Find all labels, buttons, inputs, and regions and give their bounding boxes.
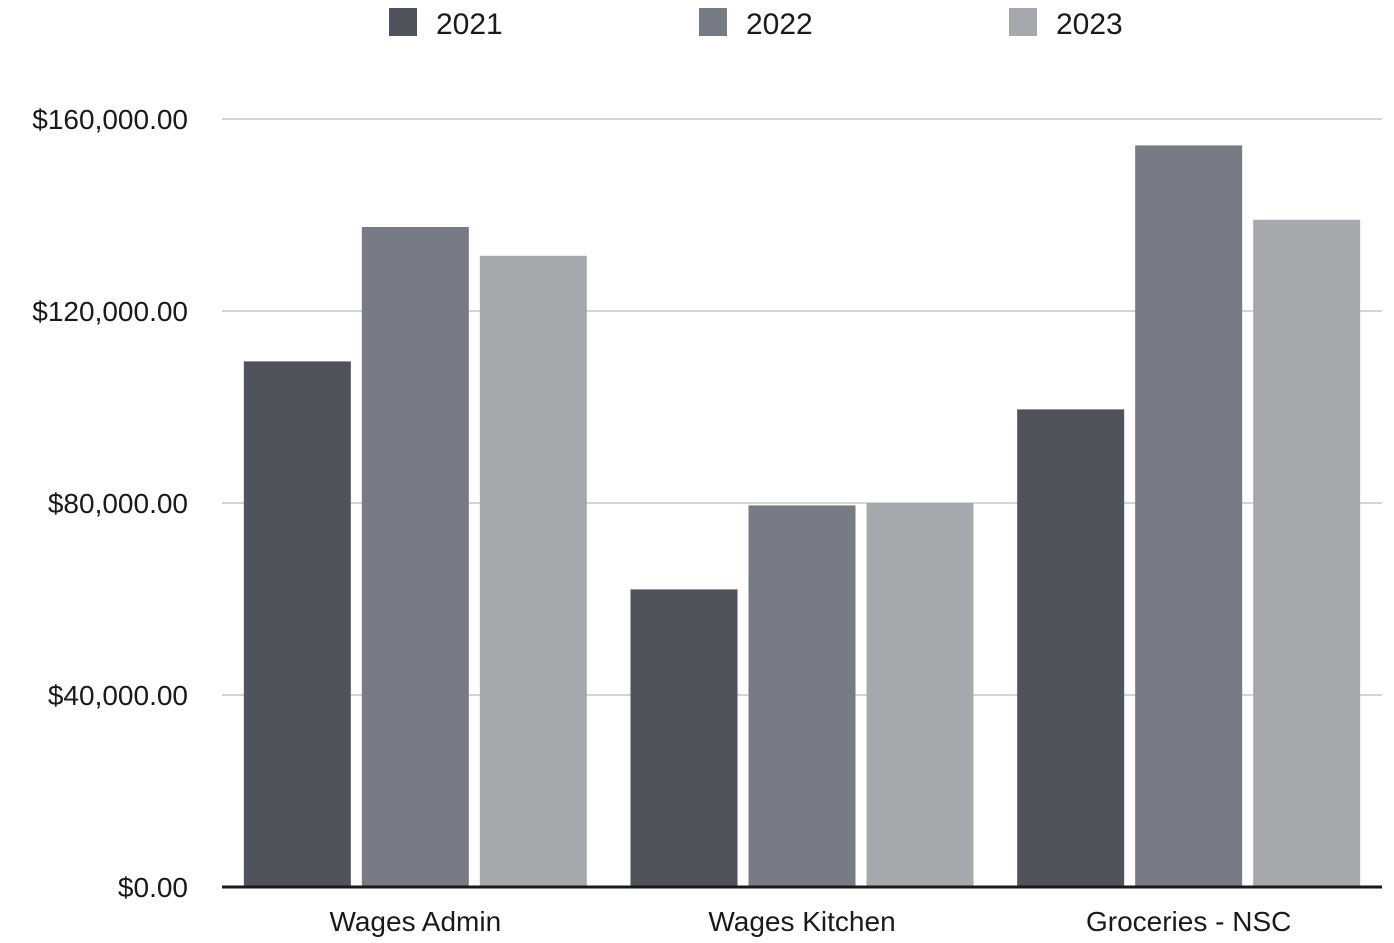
x-category-label: Groceries - NSC: [1086, 906, 1291, 937]
y-tick-label: $0.00: [118, 872, 188, 903]
y-axis-ticks: $0.00 $40,000.00 $80,000.00 $120,000.00 $160…: [32, 104, 188, 903]
legend-item-2023: 2023: [1009, 8, 1123, 41]
bar-2023-0: [479, 255, 587, 888]
legend-swatch: [389, 8, 417, 36]
y-tick-label: $120,000.00: [32, 296, 188, 327]
legend-swatch: [1009, 8, 1037, 36]
bar-2022-0: [361, 227, 469, 887]
bar-2021-0: [243, 361, 351, 887]
x-category-label: Wages Admin: [329, 906, 501, 937]
y-tick-label: $160,000.00: [32, 104, 188, 135]
legend-label: 2021: [436, 8, 503, 41]
legend-item-2021: 2021: [389, 8, 503, 41]
bars: [243, 145, 1361, 888]
bar-2023-1: [866, 503, 974, 887]
x-axis-categories: Wages Admin Wages Kitchen Groceries - NSC: [329, 906, 1291, 937]
legend-label: 2022: [746, 8, 813, 41]
bar-2023-2: [1253, 219, 1361, 888]
legend-label: 2023: [1056, 8, 1123, 41]
bar-2021-2: [1017, 409, 1125, 887]
legend-swatch: [699, 8, 727, 36]
legend-item-2022: 2022: [699, 8, 813, 41]
legend: 2021 2022 2023: [389, 8, 1123, 41]
x-category-label: Wages Kitchen: [708, 906, 895, 937]
bar-2022-1: [748, 505, 856, 887]
y-tick-label: $80,000.00: [48, 488, 188, 519]
y-tick-label: $40,000.00: [48, 680, 188, 711]
bar-2022-2: [1135, 145, 1243, 887]
bar-2021-1: [630, 589, 738, 887]
